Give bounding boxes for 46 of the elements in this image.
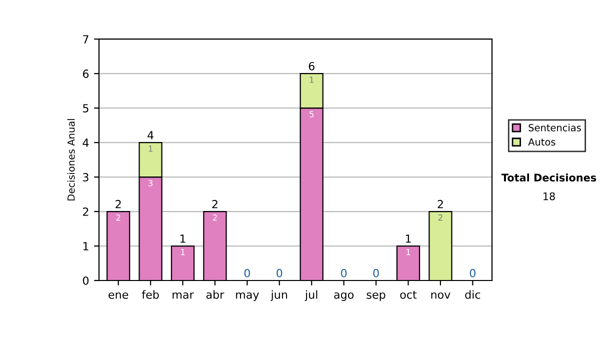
- text: Total Decisiones: [501, 173, 596, 182]
- total-label: 6: [308, 62, 314, 70]
- x-tick-label: sep: [366, 292, 386, 301]
- text: 18: [544, 192, 555, 200]
- total-label: 1: [406, 234, 411, 243]
- y-axis-title: Decisiones Anual: [67, 119, 75, 200]
- y-tick-label: 4: [82, 138, 89, 147]
- legend-label: Sentencias: [528, 124, 581, 132]
- y-tick-label: 7: [83, 35, 88, 44]
- total-label: 1: [180, 234, 186, 243]
- x-tick-label: ene: [108, 292, 128, 299]
- total-label: 2: [212, 200, 218, 208]
- total-label: 2: [438, 200, 443, 208]
- x-tick-label: feb: [142, 290, 159, 299]
- total-label: 0: [276, 268, 282, 278]
- total-label: 4: [148, 131, 154, 140]
- total-label: 0: [470, 268, 476, 278]
- x-tick-label: abr: [206, 290, 224, 299]
- y-tick-label: 5: [83, 104, 88, 112]
- total-label: 0: [341, 268, 347, 278]
- y-tick-label: 1: [83, 242, 88, 250]
- x-tick-label: oct: [400, 290, 417, 299]
- data-label: 3: [148, 180, 153, 186]
- data-label: 5: [310, 111, 314, 118]
- data-label: 1: [310, 76, 314, 83]
- x-tick-label: mar: [172, 292, 194, 299]
- x-tick-label: jul: [304, 290, 318, 301]
- data-label: 2: [212, 214, 217, 221]
- x-tick-label: may: [236, 292, 259, 301]
- y-tick-label: 0: [82, 276, 89, 285]
- data-label: 1: [181, 249, 185, 256]
- data-label: 1: [406, 249, 410, 256]
- total-label: 0: [244, 268, 250, 278]
- total-label: 0: [373, 268, 379, 278]
- x-tick-label: dic: [465, 290, 480, 299]
- y-tick-label: 6: [82, 70, 89, 78]
- data-label: 1: [148, 146, 152, 152]
- y-tick-label: 3: [83, 173, 88, 182]
- data-label: 2: [438, 214, 442, 221]
- x-tick-label: jun: [270, 290, 288, 301]
- data-label: 2: [116, 214, 120, 221]
- y-tick-label: 2: [83, 208, 88, 216]
- x-tick-label: nov: [431, 292, 450, 299]
- legend-label: Autos: [528, 138, 556, 146]
- total-label: 2: [116, 200, 121, 208]
- x-tick-label: ago: [334, 292, 354, 301]
